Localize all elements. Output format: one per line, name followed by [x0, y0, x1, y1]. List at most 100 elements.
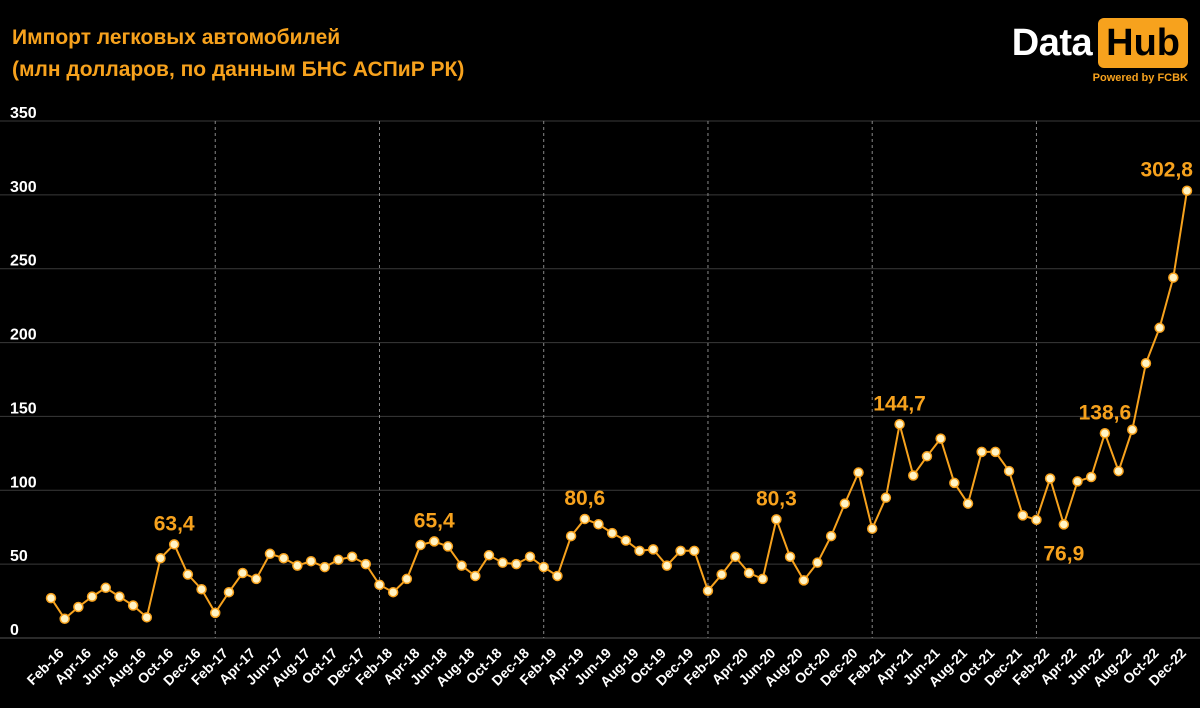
data-point: [1085, 471, 1097, 483]
data-point: [264, 548, 276, 560]
data-point: [292, 560, 303, 571]
data-point: [237, 567, 248, 579]
data-label: 63,4: [154, 512, 195, 535]
data-point: [593, 519, 604, 530]
data-point: [182, 569, 194, 580]
data-point: [346, 551, 358, 563]
data-point: [880, 492, 892, 503]
data-point: [949, 477, 960, 489]
data-point: [784, 551, 796, 563]
data-label: 76,9: [1043, 542, 1084, 565]
data-point: [757, 573, 768, 585]
data-point: [86, 591, 98, 602]
data-label: 144,7: [873, 392, 926, 415]
data-point: [223, 586, 235, 598]
data-point: [853, 467, 864, 478]
data-point: [196, 584, 207, 595]
y-tick-label: 100: [10, 474, 37, 491]
data-point: [743, 567, 755, 579]
logo-powered-by: Powered by FCBK: [1092, 72, 1188, 84]
data-point: [579, 513, 591, 525]
data-point: [456, 560, 467, 571]
data-point: [483, 550, 495, 561]
data-point: [401, 573, 413, 585]
data-point: [839, 498, 851, 509]
data-point: [497, 557, 508, 568]
data-point: [1044, 473, 1056, 484]
data-point: [634, 545, 645, 557]
data-point: [114, 591, 125, 602]
data-point: [319, 561, 330, 573]
data-point: [1113, 465, 1124, 477]
data-point: [908, 470, 919, 481]
data-point: [771, 514, 782, 525]
y-tick-label: 250: [10, 253, 37, 270]
data-point: [1003, 465, 1015, 477]
data-point: [552, 570, 563, 582]
data-point: [1031, 514, 1042, 526]
y-tick-label: 50: [10, 548, 28, 565]
chart-title: Импорт легковых автомобилей (млн долларо…: [12, 22, 464, 86]
data-point: [798, 575, 810, 586]
data-point: [976, 446, 987, 458]
data-point: [661, 560, 673, 571]
data-label: 65,4: [414, 509, 455, 532]
data-point: [470, 570, 481, 582]
data-point: [962, 498, 974, 509]
data-point: [209, 607, 221, 619]
logo-hub-text: Hub: [1098, 18, 1188, 68]
data-label: 80,3: [756, 487, 797, 510]
data-point: [511, 558, 522, 570]
data-point: [360, 558, 372, 570]
data-label: 302,8: [1140, 159, 1193, 182]
data-point: [894, 419, 905, 430]
data-point: [251, 573, 262, 585]
data-point: [675, 545, 686, 557]
data-point: [374, 579, 385, 591]
data-point: [538, 561, 549, 573]
data-point: [825, 530, 837, 542]
data-point: [990, 446, 1001, 458]
data-point: [305, 555, 317, 567]
data-point: [1058, 519, 1070, 530]
data-point: [168, 539, 180, 550]
data-point: [278, 552, 289, 564]
y-tick-label: 200: [10, 327, 37, 344]
data-point: [716, 569, 727, 580]
data-point: [387, 586, 399, 598]
data-point: [155, 552, 166, 564]
data-point: [866, 523, 878, 534]
data-point: [333, 554, 344, 565]
data-point: [1127, 424, 1138, 435]
data-point: [812, 557, 823, 568]
data-point: [921, 451, 933, 462]
title-line-1: Импорт легковых автомобилей: [12, 26, 341, 49]
data-point: [1168, 272, 1179, 283]
data-point: [524, 551, 536, 563]
data-point: [428, 536, 440, 547]
data-point: [620, 535, 632, 546]
data-point: [1140, 358, 1152, 369]
data-point: [565, 530, 577, 542]
logo-data-text: Data: [1011, 21, 1093, 64]
data-point: [1017, 510, 1029, 521]
data-point: [702, 585, 714, 596]
data-label: 138,6: [1079, 401, 1132, 424]
data-point: [935, 433, 946, 444]
data-label: 80,6: [564, 487, 605, 510]
y-tick-label: 350: [10, 105, 37, 122]
data-point: [59, 613, 70, 625]
y-tick-label: 300: [10, 179, 37, 196]
data-point: [730, 551, 741, 563]
y-tick-label: 150: [10, 400, 37, 417]
data-point: [606, 527, 618, 539]
datahub-logo: Data Hub Powered by FCBK: [1012, 18, 1188, 84]
data-point: [73, 601, 84, 613]
data-point: [1154, 322, 1165, 334]
data-point: [141, 612, 153, 623]
data-point: [100, 582, 111, 594]
title-line-2: (млн долларов, по данным БНС АСПиР РК): [12, 58, 465, 81]
data-point: [1099, 428, 1111, 439]
data-point: [1072, 476, 1083, 487]
